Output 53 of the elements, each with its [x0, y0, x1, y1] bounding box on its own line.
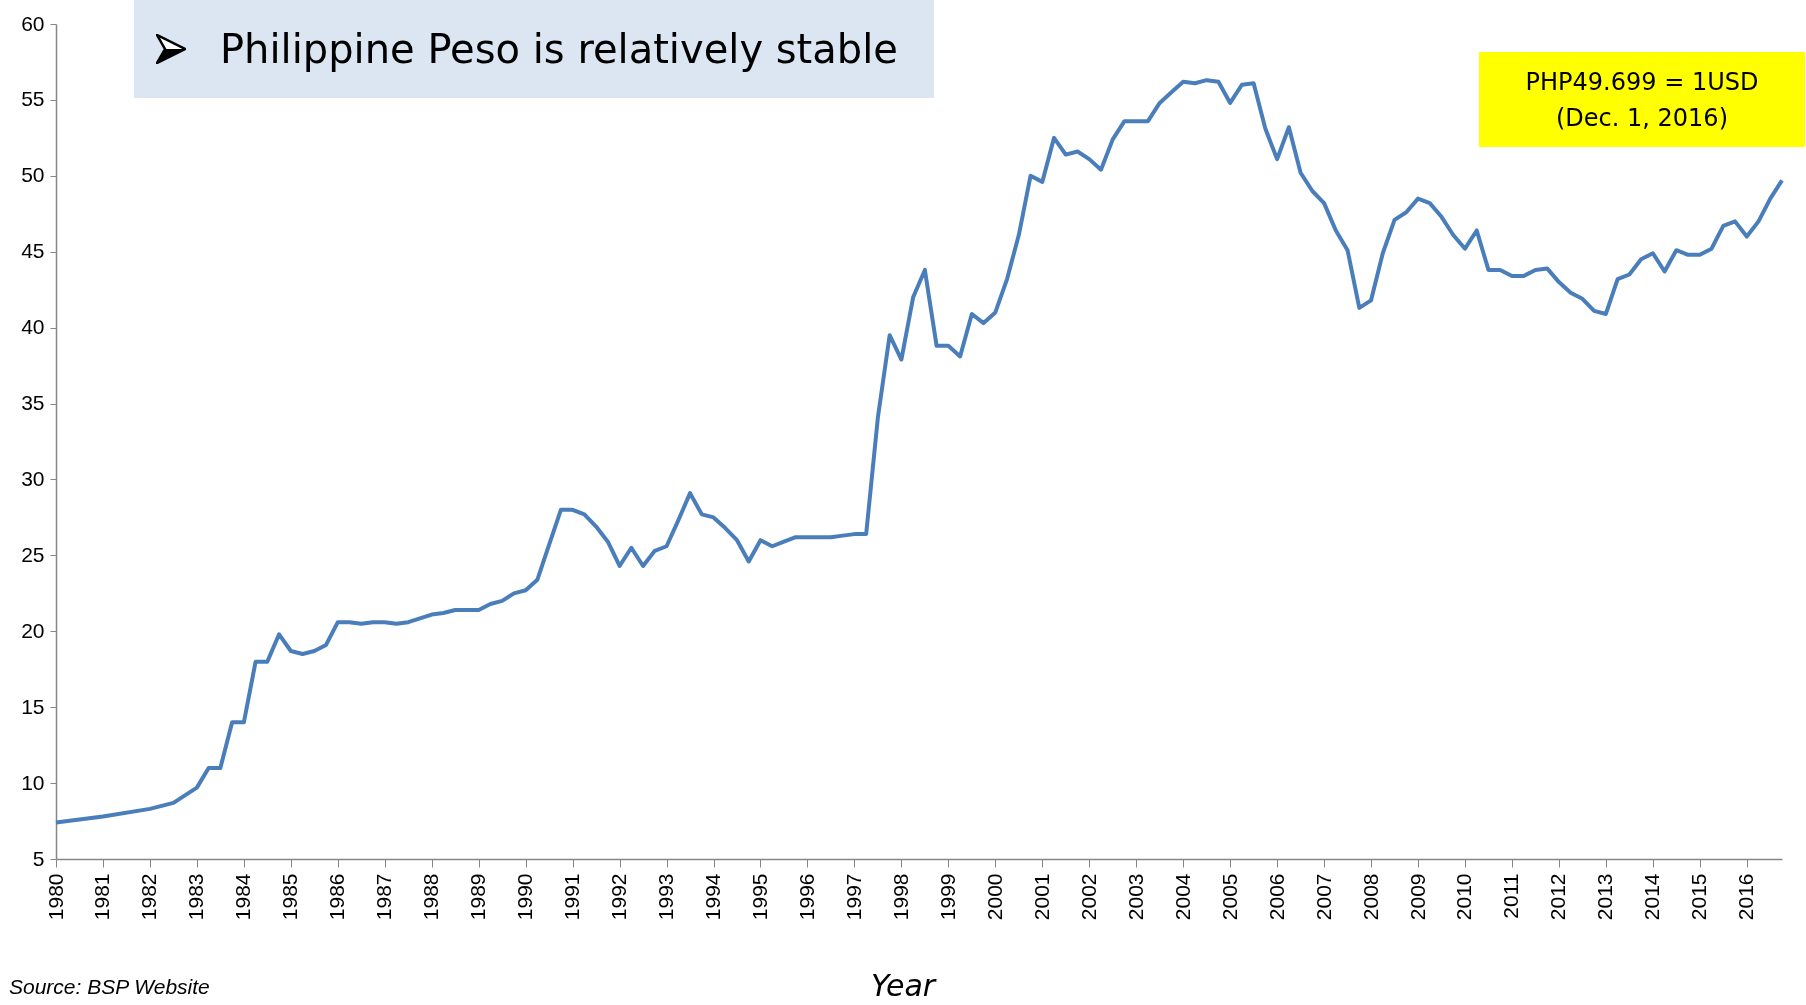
x-tick-label: 2016	[1734, 873, 1758, 921]
x-tick-label: 2005	[1217, 873, 1241, 921]
y-tick-label: 30	[21, 466, 45, 490]
x-tick-label: 2014	[1640, 873, 1664, 921]
y-tick-label: 50	[21, 163, 45, 187]
x-tick-label: 2015	[1687, 873, 1711, 921]
y-tick-label: 10	[21, 770, 45, 794]
x-tick-label: 2002	[1076, 873, 1100, 921]
y-tick-label: 55	[21, 87, 45, 111]
y-tick-label: 35	[21, 391, 45, 415]
x-tick-label: 1986	[325, 873, 349, 921]
y-tick-label: 15	[21, 694, 45, 718]
x-tick-label: 1980	[43, 873, 67, 921]
x-tick-label: 1988	[419, 873, 443, 921]
x-tick-label: 2012	[1546, 873, 1570, 921]
x-tick-label: 1983	[184, 873, 208, 921]
x-axis-title: Year	[870, 968, 936, 1003]
x-tick-label: 2010	[1452, 873, 1476, 921]
y-tick-label: 20	[21, 618, 45, 642]
x-tick-label: 1992	[607, 873, 631, 921]
x-tick-label: 1987	[372, 873, 396, 921]
x-tick-label: 2011	[1499, 873, 1523, 919]
x-tick-label: 1994	[701, 873, 725, 921]
x-tick-label: 1997	[841, 873, 865, 921]
x-tick-label: 2008	[1358, 873, 1382, 921]
x-tick-label: 2001	[1029, 873, 1053, 921]
x-tick-label: 1990	[513, 873, 537, 921]
x-tick-label: 2003	[1123, 873, 1147, 921]
x-tick-label: 1999	[935, 873, 959, 921]
source-note: Source: BSP Website	[9, 975, 210, 999]
y-tick-label: 60	[21, 11, 45, 35]
x-tick-label: 1995	[747, 873, 771, 921]
x-tick-label: 2007	[1311, 873, 1335, 921]
x-tick-label: 1993	[654, 873, 678, 921]
x-tick-label: 2004	[1170, 873, 1194, 921]
x-tick-label: 1989	[466, 873, 490, 921]
x-tick-label: 1998	[888, 873, 912, 921]
x-tick-label: 1991	[560, 873, 584, 921]
x-tick-label: 1996	[794, 873, 818, 921]
callout-box: PHP49.699 = 1USD (Dec. 1, 2016)	[1479, 52, 1805, 147]
x-tick-label: 2000	[982, 873, 1006, 921]
y-tick-label: 25	[21, 542, 45, 566]
x-tick-label: 1981	[90, 873, 114, 921]
x-tick-label: 2006	[1264, 873, 1288, 921]
x-tick-label: 2013	[1593, 873, 1617, 921]
y-tick-label: 45	[21, 239, 45, 263]
chart-title: Philippine Peso is relatively stable	[220, 26, 898, 72]
x-tick-label: 1984	[231, 873, 255, 921]
x-tick-label: 1982	[137, 873, 161, 921]
y-tick-label: 5	[32, 846, 45, 870]
y-tick-label: 40	[21, 315, 45, 339]
x-tick-label: 1985	[278, 873, 302, 921]
x-tick-label: 2009	[1405, 873, 1429, 921]
